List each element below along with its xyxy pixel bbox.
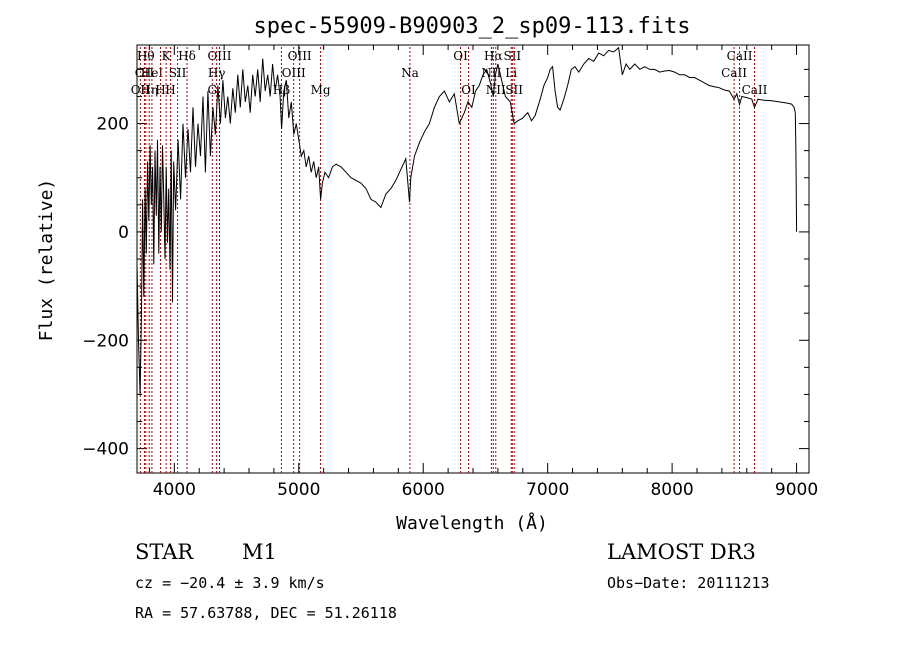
coordinates: RA = 57.63788, DEC = 51.26118	[135, 604, 397, 622]
x-tick-label: 9000	[775, 480, 818, 500]
spectral-line-label: OIII	[288, 49, 312, 63]
y-tick-label: 200	[97, 115, 129, 135]
redshift-cz: cz = −20.4 ± 3.9 km/s	[135, 574, 325, 592]
spectral-line-label: CaII	[721, 66, 747, 80]
spectral-line-label: SII	[505, 83, 523, 97]
spectral-line-label: Hα	[484, 49, 503, 63]
spectral-line-label: OIII	[282, 66, 306, 80]
chart-title: spec-55909-B90903_2_sp09-113.fits	[253, 14, 690, 39]
survey-name: LAMOST DR3	[607, 540, 756, 564]
y-tick-label: 0	[118, 223, 129, 243]
observation-date: Obs−Date: 20111213	[607, 574, 770, 592]
spectral-line-label: SII	[169, 66, 187, 80]
spectral-line-label: G	[207, 83, 217, 97]
x-axis-label: Wavelength (Å)	[396, 512, 548, 534]
spectral-line-label: OI	[453, 49, 468, 63]
x-tick-label: 5000	[277, 480, 320, 500]
spectral-line-label: H	[165, 83, 175, 97]
spectral-line-label: OI	[461, 83, 476, 97]
x-tick-label: 8000	[650, 480, 693, 500]
spectral-line-label: Hθ	[137, 49, 155, 63]
y-tick-label: −400	[82, 440, 129, 460]
spectral-line-label: Na	[401, 66, 419, 80]
y-axis-label: Flux (relative)	[36, 179, 57, 342]
x-tick-label: 6000	[402, 480, 445, 500]
spectral-line-label: Hγ	[208, 66, 226, 80]
spectral-line-label: HeI	[141, 66, 164, 80]
spectral-line-label: OIII	[207, 49, 231, 63]
object-type: STAR	[135, 540, 194, 564]
object-subclass: M1	[242, 540, 277, 564]
x-tick-label: 7000	[526, 480, 569, 500]
x-tick-label: 4000	[153, 480, 196, 500]
plot-frame	[136, 44, 810, 474]
spectral-line-label: Li	[505, 66, 517, 80]
spectral-line-label: CaII	[727, 49, 753, 63]
spectrum-series-line	[136, 46, 798, 395]
y-tick-label: −200	[82, 331, 129, 351]
spectral-line-label: CaII	[742, 83, 768, 97]
axes: 4000 5000 6000 7000 8000 9000 −400 −200 0 200	[82, 45, 818, 500]
spectral-line-label: OII	[131, 83, 151, 97]
spectral-line-label: Hη	[140, 83, 158, 97]
spectral-line-label: Hβ	[273, 83, 290, 97]
spectral-line-label: SII	[503, 49, 521, 63]
spectral-line-label: Mg	[311, 83, 331, 97]
spectral-line-markers: OIIOIIHθHηHeIHKHSIIHδGHγOIIIHβOIIIOIIIMg…	[131, 47, 768, 473]
spectral-line-label: K	[162, 49, 172, 63]
spectral-line-label: H	[155, 83, 165, 97]
spectral-line-label: Hδ	[178, 49, 196, 63]
